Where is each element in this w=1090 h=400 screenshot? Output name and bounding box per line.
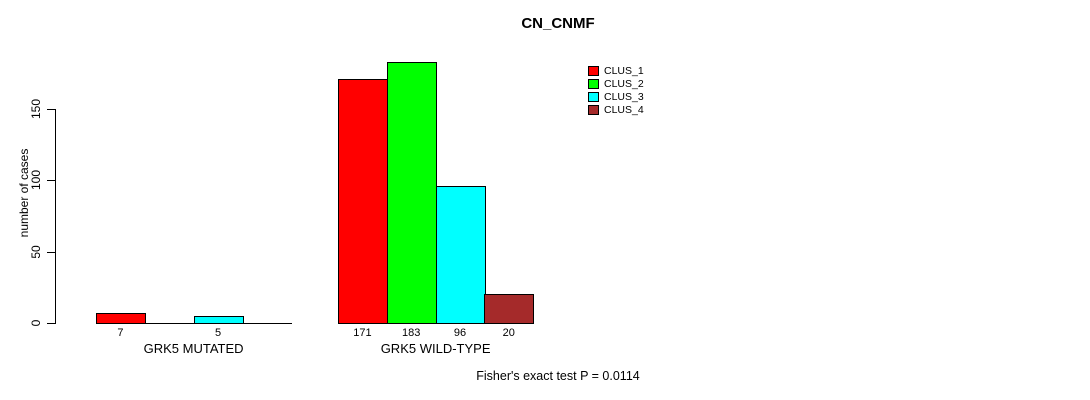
bar-clus-1-grk5-mutated bbox=[96, 312, 146, 324]
legend-color-swatch-icon bbox=[588, 91, 599, 102]
y-axis-tick bbox=[47, 323, 55, 324]
x-category-label-grk5-mutated: GRK5 MUTATED bbox=[143, 341, 244, 356]
bar-clus-3-grk5-mutated bbox=[194, 315, 244, 324]
y-axis-label: number of cases bbox=[17, 148, 31, 238]
y-axis-tick-label: 150 bbox=[29, 98, 43, 119]
bar-value-label: 183 bbox=[402, 327, 421, 339]
y-axis-tick-label: 50 bbox=[29, 244, 43, 259]
legend-item-label: CLUS_2 bbox=[604, 77, 644, 90]
bar-value-label: 96 bbox=[453, 327, 467, 339]
legend-item-label: CLUS_4 bbox=[604, 103, 644, 116]
legend-item-label: CLUS_1 bbox=[604, 64, 644, 77]
y-axis-tick-label: 0 bbox=[29, 319, 43, 327]
legend-item-label: CLUS_3 bbox=[604, 90, 644, 103]
bar-value-label: 5 bbox=[214, 327, 222, 339]
chart-title: CN_CNMF bbox=[521, 15, 595, 32]
x-category-label-grk5-wild-type: GRK5 WILD-TYPE bbox=[380, 341, 491, 356]
y-axis-tick bbox=[47, 251, 55, 253]
legend-item-clus-3: CLUS_3 bbox=[588, 90, 644, 103]
bar-clus-2-grk5-wild-type bbox=[387, 61, 437, 324]
y-axis-tick-label: 100 bbox=[29, 170, 43, 191]
bar-value-label: 7 bbox=[117, 327, 124, 339]
legend-item-clus-4: CLUS_4 bbox=[588, 103, 644, 116]
y-axis-tick bbox=[47, 180, 55, 182]
y-axis-tick bbox=[47, 108, 55, 110]
bar-clus-3-grk5-wild-type bbox=[436, 185, 486, 324]
bar-value-label: 20 bbox=[502, 327, 515, 339]
legend-item-clus-1: CLUS_1 bbox=[588, 64, 644, 77]
legend-color-swatch-icon bbox=[588, 104, 599, 115]
annotation-text: Fisher's exact test P = 0.0114 bbox=[476, 369, 640, 383]
legend-color-swatch-icon bbox=[588, 78, 599, 89]
legend-color-swatch-icon bbox=[588, 65, 599, 76]
bar-value-label: 171 bbox=[353, 327, 372, 339]
y-axis-line bbox=[55, 108, 56, 324]
bar-clus-1-grk5-wild-type bbox=[338, 78, 388, 324]
legend: CLUS_1 CLUS_2 CLUS_3 CLUS_4 bbox=[588, 64, 644, 116]
bar-clus-4-grk5-wild-type bbox=[484, 294, 534, 324]
legend-item-clus-2: CLUS_2 bbox=[588, 77, 644, 90]
